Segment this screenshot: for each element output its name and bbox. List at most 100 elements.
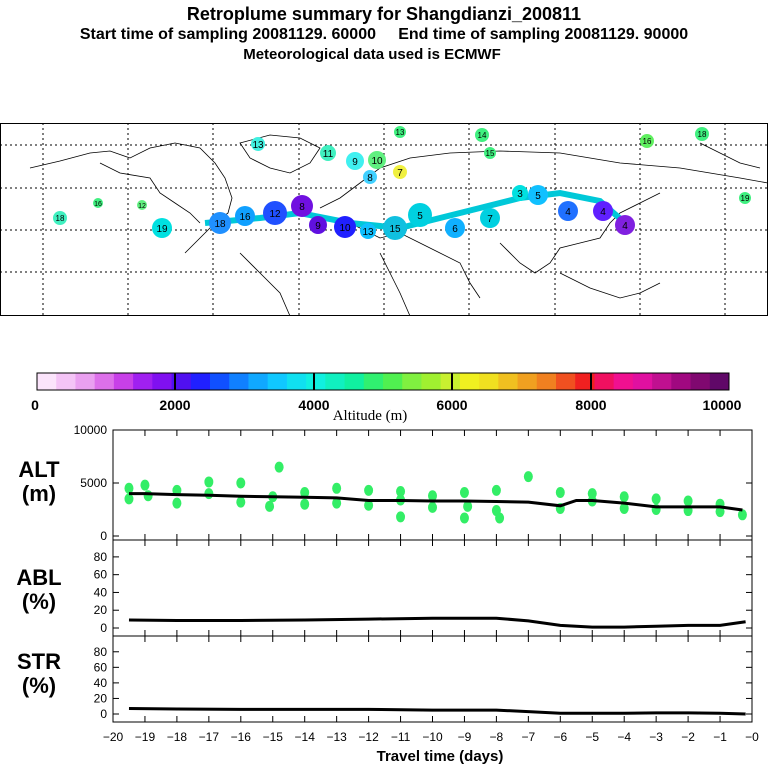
colorbar-swatch	[229, 373, 249, 390]
svg-text:7: 7	[487, 214, 493, 225]
colorbar-swatch	[709, 373, 730, 390]
plume-sample-point	[619, 491, 629, 503]
alt-label: ALT (m)	[18, 457, 60, 506]
colorbar-swatch	[94, 373, 115, 390]
plume-sample-point	[495, 512, 505, 524]
colorbar-swatch	[613, 373, 634, 390]
colorbar-swatch	[286, 373, 307, 390]
colorbar-swatch	[113, 373, 134, 390]
plume-sample-point	[140, 479, 150, 491]
colorbar-swatch	[690, 373, 711, 390]
plume-sample-point	[236, 477, 246, 489]
colorbar-swatch	[402, 373, 422, 390]
plume-sample-point	[124, 493, 134, 505]
plume-sample-point	[332, 482, 342, 494]
svg-text:9: 9	[352, 157, 358, 168]
plume-sample-point	[459, 512, 469, 524]
x-tick-label: −3	[649, 730, 663, 744]
y-tick-label: 40	[94, 585, 108, 599]
colorbar-swatch	[37, 373, 57, 390]
svg-text:7: 7	[397, 168, 403, 179]
chart-title: Retroplume summary for Shangdianzi_20081…	[186, 4, 582, 24]
plume-sample-point	[332, 497, 342, 509]
colorbar-swatch	[536, 373, 557, 390]
colorbar-swatch	[190, 373, 211, 390]
x-tick-label: −18	[167, 730, 188, 744]
plume-points: 19 18 16 12 8 9 10 13 15 5 6 7 3 5 4 4 4…	[53, 126, 751, 240]
colorbar-swatch	[459, 373, 480, 390]
cbar-tick: 2000	[159, 397, 190, 413]
plume-sample-point	[459, 487, 469, 499]
colorbar-swatch	[383, 373, 403, 390]
x-tick-label: −4	[617, 730, 631, 744]
x-tick-label: −14	[295, 730, 316, 744]
svg-text:12: 12	[138, 203, 146, 210]
sampling-period: Start time of sampling 20081129. 60000 E…	[79, 26, 689, 43]
colorbar-swatch	[267, 373, 288, 390]
x-tick-label: −15	[263, 730, 284, 744]
y-tick-label: 20	[94, 691, 108, 705]
y-tick-label: 40	[94, 676, 108, 690]
svg-text:19: 19	[156, 224, 168, 235]
svg-text:19: 19	[741, 194, 750, 203]
plume-sample-point	[172, 497, 182, 509]
colorbar-swatch	[152, 373, 173, 390]
plume-sample-point	[396, 511, 406, 523]
plume-sample-point	[124, 482, 134, 494]
plume-sample-point	[396, 485, 406, 497]
svg-text:16: 16	[239, 212, 251, 223]
y-tick-label: 60	[94, 568, 108, 582]
plume-sample-point	[715, 506, 725, 518]
series-line	[128, 492, 743, 512]
svg-text:13: 13	[396, 128, 405, 137]
colorbar-swatch	[171, 373, 192, 390]
x-tick-label: −7	[522, 730, 536, 744]
svg-text:4: 4	[565, 207, 571, 218]
svg-text:15: 15	[389, 224, 401, 235]
y-tick-label: 0	[100, 529, 107, 543]
svg-text:16: 16	[94, 201, 102, 208]
colorbar-swatch	[248, 373, 269, 390]
met-data-note: Meteorological data used is ECMWF	[243, 46, 501, 63]
svg-text:18: 18	[214, 219, 226, 230]
plume-sample-point	[463, 500, 473, 512]
retroplume-map: 19 18 16 12 8 9 10 13 15 5 6 7 3 5 4 4 4…	[0, 123, 768, 316]
colorbar-swatch	[344, 373, 365, 390]
plume-sample-point	[300, 487, 310, 499]
cbar-tick: 4000	[298, 397, 329, 413]
colorbar-swatch	[556, 373, 576, 390]
plume-sample-point	[651, 493, 661, 505]
svg-text:14: 14	[478, 131, 487, 140]
coastlines	[29, 134, 768, 316]
y-tick-label: 5000	[80, 476, 107, 490]
svg-text:8: 8	[367, 173, 373, 184]
x-tick-label: −6	[553, 730, 567, 744]
x-tick-label: −13	[326, 730, 347, 744]
colorbar-swatch	[498, 373, 519, 390]
svg-text:10: 10	[371, 156, 383, 167]
plume-sample-point	[491, 484, 501, 496]
x-tick-label: −10	[422, 730, 443, 744]
colorbar-swatch	[479, 373, 499, 390]
colorbar-swatch	[210, 373, 230, 390]
plume-sample-point	[523, 471, 533, 483]
x-tick-label: −12	[358, 730, 379, 744]
y-tick-label: 0	[100, 707, 107, 721]
plume-sample-point	[428, 501, 437, 513]
plume-sample-point	[428, 490, 437, 502]
colorbar-swatch	[632, 373, 653, 390]
y-tick-label: 80	[94, 645, 108, 659]
plume-sample-point	[619, 502, 629, 514]
x-tick-label: −0	[745, 730, 759, 744]
x-tick-label: −20	[103, 730, 124, 744]
svg-text:9: 9	[315, 221, 321, 232]
svg-text:15: 15	[486, 149, 495, 158]
y-tick-label: 0	[100, 621, 107, 635]
x-tick-label: −19	[135, 730, 156, 744]
plume-sample-point	[364, 484, 374, 496]
plume-sample-point	[555, 487, 565, 499]
colorbar-label: Altitude (m)	[332, 408, 408, 424]
colorbar-swatch	[363, 373, 384, 390]
colorbar-swatch	[75, 373, 96, 390]
x-tick-label: −17	[199, 730, 220, 744]
